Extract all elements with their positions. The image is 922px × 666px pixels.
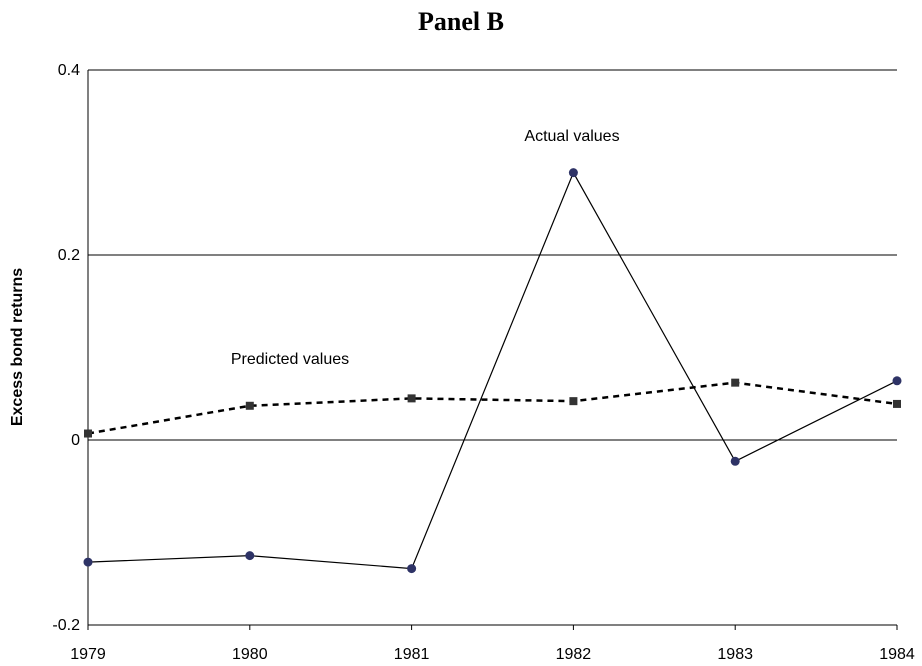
y-tick-label: -0.2 (52, 617, 80, 634)
data-point-0 (407, 564, 417, 574)
data-point-1 (245, 401, 254, 410)
series-line-1 (87, 381, 898, 435)
x-tick-label: 1982 (556, 646, 592, 663)
data-point-0 (245, 551, 255, 561)
y-tick-label: 0 (71, 432, 80, 449)
x-tick-label: 1979 (70, 646, 106, 663)
annotation-predicted-values: Predicted values (231, 351, 349, 368)
series (83, 168, 902, 574)
annotation-actual-values: Actual values (524, 128, 619, 145)
chart-title: Panel B (418, 7, 504, 36)
y-tick-labels: -0.2 0 0.2 0.4 (52, 62, 80, 634)
data-point-1 (731, 378, 740, 387)
y-axis-label: Excess bond returns (9, 268, 26, 426)
data-point-0 (568, 168, 578, 178)
gridlines (87, 69, 898, 630)
x-tick-label: 1980 (232, 646, 268, 663)
x-tick-label: 1981 (394, 646, 430, 663)
data-point-1 (407, 394, 416, 403)
series-line-0 (87, 171, 898, 570)
x-tick-labels: 1979 1980 1981 1982 1983 1984 (70, 646, 915, 663)
x-tick-label: 1983 (717, 646, 753, 663)
x-tick-label: 1984 (879, 646, 915, 663)
data-point-0 (892, 376, 902, 386)
data-point-0 (730, 456, 740, 466)
data-point-0 (83, 557, 93, 567)
data-point-1 (569, 397, 578, 406)
y-tick-label: 0.4 (58, 62, 80, 79)
data-point-1 (893, 399, 901, 408)
y-tick-label: 0.2 (58, 247, 80, 264)
data-point-1 (84, 429, 92, 438)
